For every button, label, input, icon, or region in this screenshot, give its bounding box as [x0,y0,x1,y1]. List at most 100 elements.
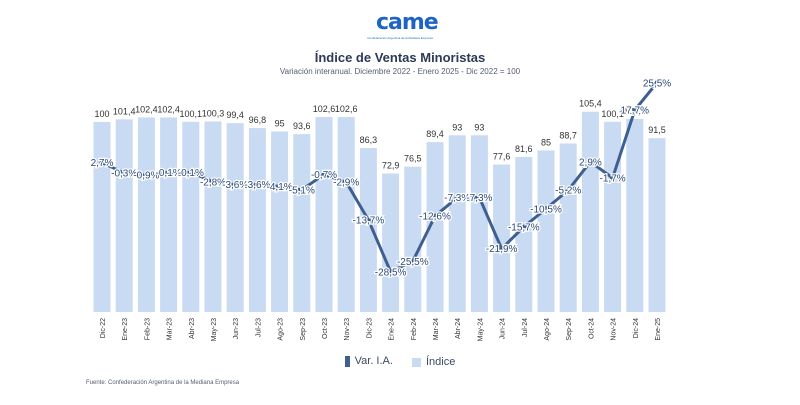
line-label: -3,6% [244,180,270,191]
bar-label: 102,4 [135,104,158,114]
line-label: -0,9% [133,171,159,182]
category-label: Nov-23 [344,318,351,341]
line-label: 2,9% [579,157,602,168]
category-label: Oct-24 [588,318,595,339]
line-point [277,183,283,189]
bar-indice [315,117,333,312]
bar-label: 93 [452,122,462,132]
bar-label: 89,4 [426,129,444,139]
bar-indice [359,148,377,312]
bar-label: 85 [541,138,551,148]
bar-indice [581,111,599,313]
line-point [299,187,305,193]
came-logo: came [376,10,439,35]
bar-label: 99,4 [226,110,244,120]
bar-indice [626,118,644,313]
line-point [654,80,660,86]
line-point [99,160,105,166]
category-label: Feb-24 [411,318,418,340]
line-label: -28,5% [375,267,407,278]
chart-title: Índice de Ventas Minoristas [314,50,486,65]
line-point [188,169,194,175]
line-label: -0,1% [178,168,204,179]
bar-label: 96,8 [249,115,267,125]
line-point [321,171,327,177]
category-label: Dic-24 [633,318,640,338]
line-point [454,195,460,201]
bar-indice [182,121,200,312]
line-point [121,170,127,176]
bar-label: 76,5 [404,154,422,164]
line-label: -5,1% [289,185,315,196]
category-label: Jun-23 [233,318,240,340]
category-label: Dic-22 [100,318,107,338]
bar-indice [515,156,533,312]
bar-indice [226,123,244,312]
category-label: May-24 [477,318,484,341]
line-label: 2,7% [91,158,114,169]
bar-label: 81,6 [515,144,533,154]
line-label: 17,7% [621,106,649,117]
bar-indice [648,138,666,312]
bar-indice [559,143,577,312]
category-label: Abr-23 [189,318,196,339]
bar-indice [93,122,111,312]
legend-label-var: Var. I.A. [354,355,393,367]
line-label: -12,6% [419,212,451,223]
bar-indice [537,150,555,312]
line-point [476,195,482,201]
line-label: -15,7% [508,222,540,233]
category-label: Dic-23 [366,318,373,338]
bar-label: 88,7 [559,130,577,140]
category-label: Oct-23 [322,318,329,339]
category-label: Jul-23 [255,318,262,337]
legend-label-indice: Índice [426,356,456,368]
bar-label: 86,3 [360,135,378,145]
bar-indice [470,135,488,312]
chart-subtitle: Variación interanual. Diciembre 2022 - E… [279,67,521,76]
line-point [254,182,260,188]
legend-item-var: Var. I.A. [344,355,393,367]
bar-indice [493,164,511,312]
line-label: 25,5% [643,78,671,89]
category-label: Sep-23 [300,318,307,341]
bar-indice [404,166,422,312]
line-point [166,169,172,175]
line-point [143,172,149,178]
bar-label: 95 [275,119,285,129]
line-point [565,187,571,193]
line-label: -2,8% [200,177,226,188]
line-label: -0,1% [156,168,182,179]
line-label: -13,7% [353,215,385,226]
legend-item-indice: Índice [412,356,455,368]
bar-label: 100,3 [202,108,225,118]
line-label: -4,1% [267,182,293,193]
line-point [632,107,638,113]
category-label: Mar-24 [433,318,440,340]
bar-label: 93,6 [293,121,311,131]
bar-label: 101,4 [113,106,136,116]
line-var-ia [101,81,659,274]
line-point [410,258,416,264]
line-label: -2,9% [333,178,359,189]
bar-indice [204,121,222,313]
bar-label: 102,4 [157,104,180,114]
category-label: Mar-23 [167,318,174,340]
line-point [543,206,549,212]
bar-indice [426,142,444,312]
category-label: Abr-24 [455,318,462,339]
line-point [232,182,238,188]
bar-label: 91,5 [648,125,666,135]
category-label: Jul-24 [522,318,529,337]
category-label: Ago-23 [278,318,285,341]
bar-indice [248,128,266,312]
bar-label: 102,6 [335,104,358,114]
line-point [388,269,394,275]
category-label: May-23 [211,318,218,341]
line-label: -0,7% [311,170,337,181]
line-point [365,217,371,223]
line-point [343,179,349,185]
line-label: -0,3% [111,169,137,180]
legend: Var. I.A. Índice [0,355,800,370]
line-label: -21,9% [486,244,518,255]
